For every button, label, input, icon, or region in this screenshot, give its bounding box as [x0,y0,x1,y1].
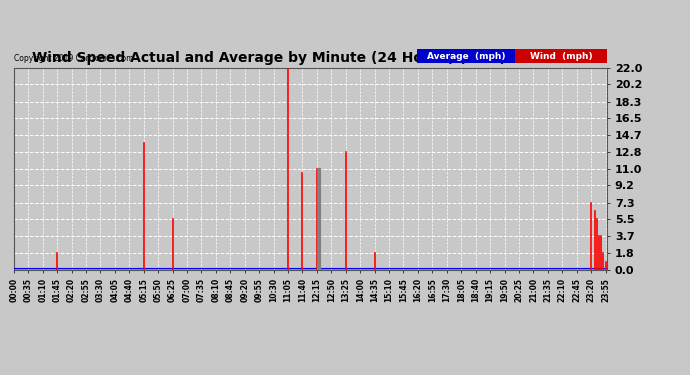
Text: Wind  (mph): Wind (mph) [530,52,593,61]
FancyBboxPatch shape [417,49,515,63]
Text: Copyright 2019 Cartronics.com: Copyright 2019 Cartronics.com [14,54,133,63]
Title: Wind Speed Actual and Average by Minute (24 Hours) (New) 20191222: Wind Speed Actual and Average by Minute … [32,51,589,65]
Text: Average  (mph): Average (mph) [427,52,506,61]
FancyBboxPatch shape [515,49,607,63]
